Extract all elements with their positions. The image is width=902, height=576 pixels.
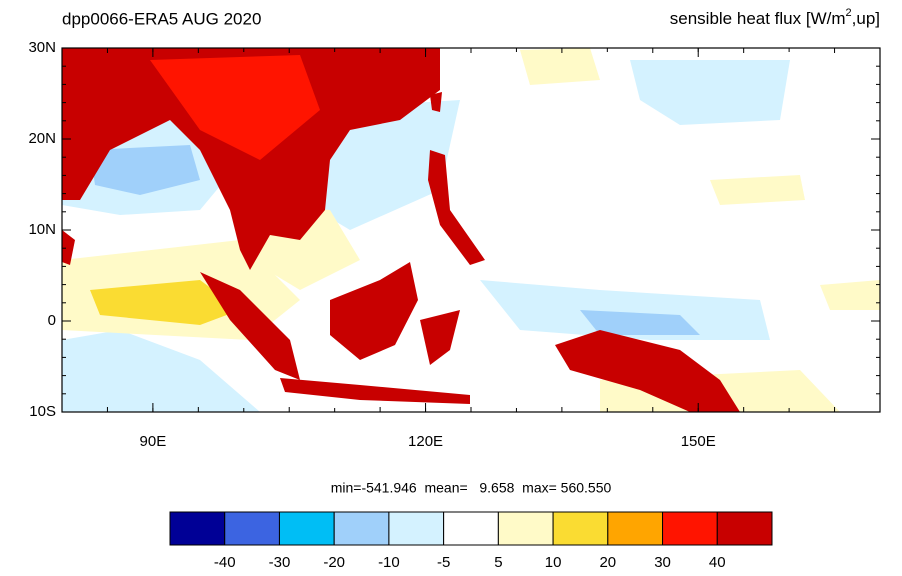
colorbar-box <box>224 511 280 546</box>
colorbar-label: -20 <box>323 554 345 571</box>
colorbar-box <box>333 511 390 546</box>
colorbar-label: -10 <box>378 554 400 571</box>
stats: min=-541.946 mean= 9.658 max= 560.550 <box>331 480 612 496</box>
colorbar-label: 30 <box>654 554 671 571</box>
lon-label: 120E <box>408 433 443 450</box>
colorbar-box <box>662 511 718 546</box>
lat-label: 30N <box>28 39 56 56</box>
colorbar-label: -40 <box>214 554 236 571</box>
colorbar-box <box>169 511 226 546</box>
colorbar-box <box>443 511 499 546</box>
colorbar-label: 5 <box>494 554 502 571</box>
colorbar-box <box>607 511 664 546</box>
header-right-end: ,up] <box>852 9 880 28</box>
lat-label: 10S <box>29 403 56 420</box>
colorbar-box <box>278 511 335 546</box>
colorbar-box <box>552 511 609 546</box>
lon-label: 150E <box>681 433 716 450</box>
header-right-sup: 2 <box>846 7 852 19</box>
colorbar-box <box>497 511 554 546</box>
lat-label: 10N <box>28 221 56 238</box>
lat-label: 0 <box>48 312 56 329</box>
colorbar-label: 40 <box>709 554 726 571</box>
colorbar-label: 20 <box>599 554 616 571</box>
colorbar-label: -30 <box>269 554 291 571</box>
colorbar-box <box>716 511 773 546</box>
colorbar-label: 10 <box>545 554 562 571</box>
header-left: dpp0066-ERA5 AUG 2020 <box>62 9 261 28</box>
header-right: sensible heat flux [W/m2,up] <box>670 7 880 29</box>
header-right-main: sensible heat flux [W/m <box>670 9 846 28</box>
map-field <box>62 48 880 412</box>
colorbar-label: -5 <box>437 554 450 571</box>
lat-label: 20N <box>28 130 56 147</box>
lon-label: 90E <box>140 433 167 450</box>
colorbar-box <box>388 511 445 546</box>
